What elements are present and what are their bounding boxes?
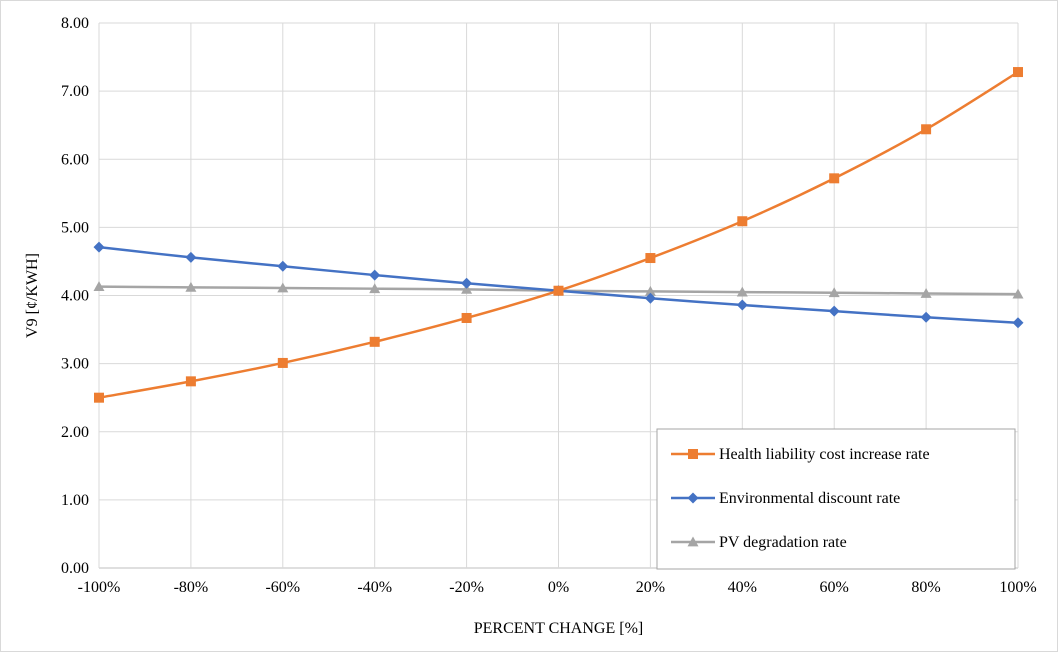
data-point <box>1012 317 1024 329</box>
data-point <box>277 282 289 293</box>
data-point <box>737 216 748 227</box>
legend-entry: PV degradation rate <box>671 534 847 551</box>
x-axis-title: PERCENT CHANGE [%] <box>474 620 643 637</box>
data-point <box>93 281 105 292</box>
x-tick-label: 40% <box>728 579 757 596</box>
data-point <box>920 287 932 298</box>
data-point <box>461 277 473 289</box>
x-tick-label: -20% <box>449 579 484 596</box>
y-tick-label: 8.00 <box>61 15 89 32</box>
data-point <box>185 281 197 292</box>
legend-marker <box>687 536 699 547</box>
data-point <box>461 312 472 323</box>
y-axis-title: V9 [¢/KWH] <box>24 253 41 338</box>
y-tick-label: 4.00 <box>61 288 89 305</box>
legend-box <box>656 428 1016 570</box>
data-point <box>277 260 289 272</box>
x-tick-label: -40% <box>357 579 392 596</box>
data-point <box>93 241 105 253</box>
data-point <box>369 336 380 347</box>
y-tick-label: 3.00 <box>61 356 89 373</box>
y-tick-label: 0.00 <box>61 560 89 577</box>
data-point <box>553 285 564 296</box>
y-tick-label: 1.00 <box>61 492 89 509</box>
y-tick-label: 5.00 <box>61 219 89 236</box>
legend-marker <box>688 449 698 459</box>
legend-label: Environmental discount rate <box>719 490 900 507</box>
x-tick-label: 60% <box>820 579 849 596</box>
x-tick-label: 100% <box>999 579 1036 596</box>
axes: 0.00 1.00 2.00 3.00 4.00 5.00 6.00 7.00 8.00 -100… <box>61 15 1037 596</box>
data-point <box>185 251 197 263</box>
legend-label: PV degradation rate <box>719 534 847 551</box>
data-point <box>1013 67 1023 78</box>
data-point <box>921 124 932 135</box>
legend-entry: Health liability cost increase rate <box>671 446 930 463</box>
data-point <box>736 286 748 297</box>
data-point <box>645 253 656 264</box>
series-1 <box>94 67 1023 403</box>
data-point <box>644 292 656 304</box>
x-tick-label: 0% <box>548 579 569 596</box>
legend: Health liability cost increase rate Envir… <box>656 428 1016 570</box>
x-tick-label: -80% <box>174 579 209 596</box>
data-point <box>828 287 840 298</box>
legend-entry: Environmental discount rate <box>671 490 900 507</box>
x-tick-label: 20% <box>636 579 665 596</box>
legend-label: Health liability cost increase rate <box>719 446 930 463</box>
y-tick-label: 7.00 <box>61 83 89 100</box>
x-tick-label: -100% <box>78 579 121 596</box>
data-point <box>369 283 381 294</box>
data-point <box>736 299 748 311</box>
series-lines <box>93 67 1024 403</box>
data-point <box>920 311 932 323</box>
data-point <box>1012 288 1024 299</box>
data-point <box>644 285 656 296</box>
y-tick-label: 6.00 <box>61 151 89 168</box>
data-point <box>461 283 473 294</box>
legend-marker <box>687 492 699 504</box>
data-point <box>94 392 104 403</box>
x-tick-label: -60% <box>265 579 300 596</box>
data-point <box>277 357 288 368</box>
data-point <box>185 376 196 387</box>
y-tick-label: 2.00 <box>61 424 89 441</box>
x-tick-label: 80% <box>911 579 940 596</box>
data-point <box>829 173 840 184</box>
data-point <box>828 305 840 317</box>
data-point <box>369 269 381 281</box>
